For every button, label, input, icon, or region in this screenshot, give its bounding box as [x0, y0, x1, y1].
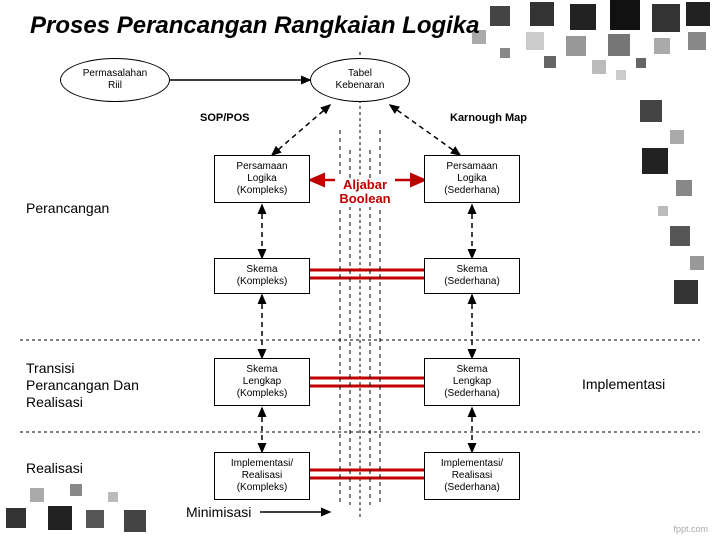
node-impl-k: Implementasi/ Realisasi (Kompleks)	[214, 452, 310, 500]
node-skema-kompleks: Skema (Kompleks)	[214, 258, 310, 294]
label-karnough: Karnough Map	[450, 112, 527, 124]
node-tabel: Tabel Kebenaran	[310, 58, 410, 102]
node-pers-kompleks: Persamaan Logika (Kompleks)	[214, 155, 310, 203]
label-perancangan: Perancangan	[26, 200, 109, 216]
label-transisi: Transisi Perancangan Dan Realisasi	[26, 360, 139, 410]
decor-top-right	[460, 0, 720, 90]
node-impl-s: Implementasi/ Realisasi (Sederhana)	[424, 452, 520, 500]
label-realisasi: Realisasi	[26, 460, 83, 476]
footer-brand: fppt.com	[673, 524, 708, 534]
node-skema-sederhana: Skema (Sederhana)	[424, 258, 520, 294]
decor-right-mid	[600, 100, 720, 320]
label-minimisasi: Minimisasi	[186, 504, 251, 520]
label-sop-pos: SOP/POS	[200, 112, 250, 124]
label-implementasi: Implementasi	[582, 376, 665, 392]
node-pers-sederhana: Persamaan Logika (Sederhana)	[424, 155, 520, 203]
node-skema-lk: Skema Lengkap (Kompleks)	[214, 358, 310, 406]
node-permasalahan: Permasalahan Riil	[60, 58, 170, 102]
page-title: Proses Perancangan Rangkaian Logika	[30, 12, 480, 40]
decor-bottom-left	[0, 470, 170, 540]
node-skema-ls: Skema Lengkap (Sederhana)	[424, 358, 520, 406]
label-aljabar: Aljabar Boolean	[335, 178, 395, 207]
